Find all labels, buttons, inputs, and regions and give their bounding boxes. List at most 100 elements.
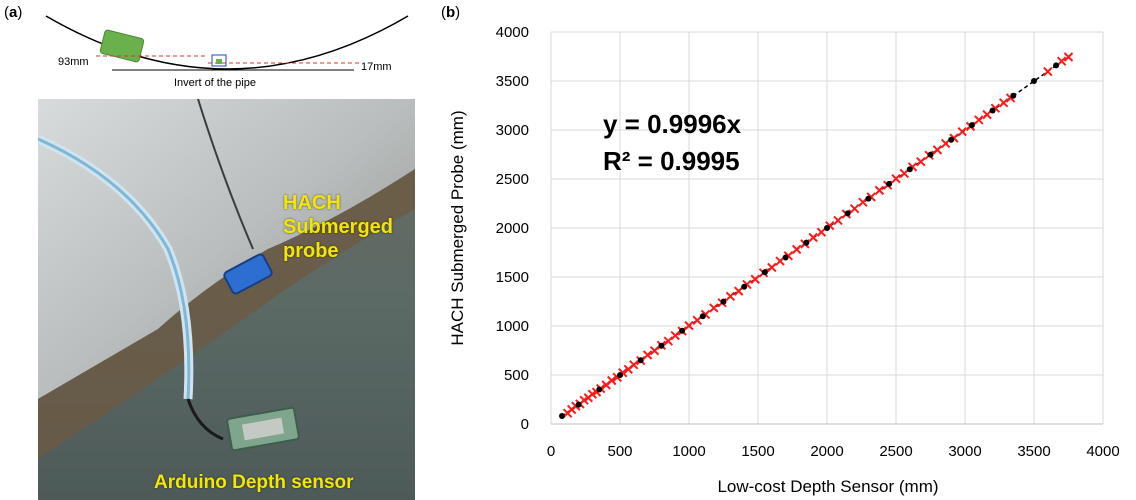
- y-tick-label: 2500: [496, 171, 529, 188]
- data-point-red: [750, 274, 760, 284]
- data-point-black: [803, 239, 810, 246]
- equation-annotation: y = 0.9996x: [603, 109, 742, 139]
- data-point-red: [725, 291, 736, 302]
- marker-stroke: [607, 375, 617, 386]
- marker-stroke: [791, 244, 802, 255]
- data-point-red: [858, 197, 868, 207]
- data-point-red: [1063, 52, 1074, 62]
- y-tick-label: 4000: [496, 24, 529, 41]
- marker-stroke: [833, 215, 843, 226]
- data-point-red: [629, 360, 639, 370]
- data-point-black: [699, 313, 706, 320]
- data-point-black: [679, 327, 686, 334]
- marker-stroke: [808, 232, 818, 243]
- data-point-red: [791, 244, 802, 255]
- x-tick-label: 3000: [948, 443, 981, 460]
- data-series: [559, 52, 1074, 419]
- marker-stroke: [916, 156, 926, 167]
- data-point-red: [916, 156, 926, 167]
- marker-stroke: [684, 320, 694, 331]
- data-point-black: [886, 180, 893, 187]
- r-squared-annotation: R² = 0.9995: [603, 146, 740, 176]
- data-point-black: [968, 122, 975, 129]
- pipe-schematic: 93mm 17mm Invert of the pipe: [45, 15, 409, 89]
- marker-stroke: [692, 315, 702, 326]
- data-point-red: [692, 315, 702, 326]
- data-point-black: [1010, 92, 1017, 99]
- data-point-red: [670, 330, 680, 341]
- x-tick-label: 3500: [1017, 443, 1050, 460]
- data-point-red: [733, 286, 744, 296]
- arduino-sensor-box: [99, 29, 145, 63]
- data-point-black: [617, 372, 623, 379]
- data-point-red: [833, 215, 843, 226]
- data-point-black: [927, 151, 934, 158]
- y-tick-label: 2000: [496, 220, 529, 237]
- panel-b-label: (b): [441, 4, 461, 21]
- y-tick-labels: 0 500 1000 1500 2000 2500 3000 3500 4000: [496, 24, 529, 433]
- marker-stroke: [709, 303, 719, 313]
- hach-probe-label: HACH Submerged probe: [283, 192, 394, 262]
- marker-stroke: [974, 115, 984, 125]
- data-point-red: [891, 173, 901, 184]
- pipe-curve: [45, 15, 409, 70]
- x-tick-label: 2000: [810, 443, 843, 460]
- data-point-black: [575, 401, 582, 408]
- x-tick-label: 2500: [879, 443, 912, 460]
- cable-thin: [197, 99, 254, 250]
- marker-stroke: [899, 168, 909, 179]
- data-point-black: [741, 283, 748, 290]
- data-point-red: [684, 320, 694, 331]
- data-point-black: [906, 166, 913, 173]
- marker-stroke: [1043, 66, 1053, 77]
- y-tick-label: 500: [504, 367, 529, 384]
- data-point-black: [844, 210, 851, 217]
- data-point-red: [932, 145, 943, 155]
- marker-stroke: [858, 197, 868, 207]
- marker-stroke: [642, 350, 653, 360]
- arduino-sensor-label: Arduino Depth sensor: [154, 472, 354, 493]
- y-tick-label: 3500: [496, 73, 529, 90]
- sewer-photo: HACH Submerged probe Arduino Depth senso…: [38, 99, 415, 500]
- marker-stroke: [940, 138, 951, 149]
- marker-stroke: [767, 262, 777, 273]
- data-point-red: [816, 227, 827, 237]
- scatter-chart: 0 500 1000 1500 2000 2500 3000 3500 4000 0 500 100…: [448, 24, 1120, 496]
- x-tick-label: 1500: [741, 443, 774, 460]
- marker-stroke: [874, 185, 885, 196]
- marker-stroke: [1056, 56, 1067, 66]
- marker-stroke: [998, 98, 1009, 108]
- data-point-red: [957, 126, 967, 137]
- data-point-black: [989, 107, 996, 114]
- hach-probe-box: [211, 54, 227, 67]
- data-point-black: [637, 357, 644, 364]
- data-point-red: [849, 203, 860, 214]
- data-point-red: [1043, 66, 1053, 77]
- data-point-red: [940, 138, 951, 149]
- marker-stroke: [982, 109, 992, 120]
- sediment-band: [38, 169, 415, 459]
- hach-probe-marker: [216, 59, 222, 64]
- marker-stroke: [1063, 52, 1074, 62]
- arduino-sensor-photo: [226, 406, 300, 452]
- data-point-black: [1031, 78, 1037, 84]
- data-point-black: [761, 269, 768, 276]
- data-point-red: [767, 262, 777, 273]
- data-point-black: [865, 195, 872, 202]
- x-axis-label: Low-cost Depth Sensor (mm): [717, 477, 938, 496]
- data-point-black: [720, 298, 727, 305]
- data-point-red: [899, 168, 909, 179]
- marker-stroke: [816, 227, 827, 237]
- data-point-red: [649, 345, 660, 356]
- invert-label: Invert of the pipe: [174, 77, 256, 89]
- left-depth-label: 93mm: [58, 56, 89, 68]
- panel-a-label: (a): [4, 4, 23, 21]
- data-point-red: [1056, 56, 1067, 66]
- y-tick-label: 0: [521, 416, 529, 433]
- data-point-red: [998, 98, 1009, 108]
- y-tick-label: 1500: [496, 269, 529, 286]
- x-tick-label: 0: [547, 443, 555, 460]
- data-point-red: [808, 232, 818, 243]
- data-point-black: [782, 254, 789, 261]
- data-point-black: [948, 136, 955, 143]
